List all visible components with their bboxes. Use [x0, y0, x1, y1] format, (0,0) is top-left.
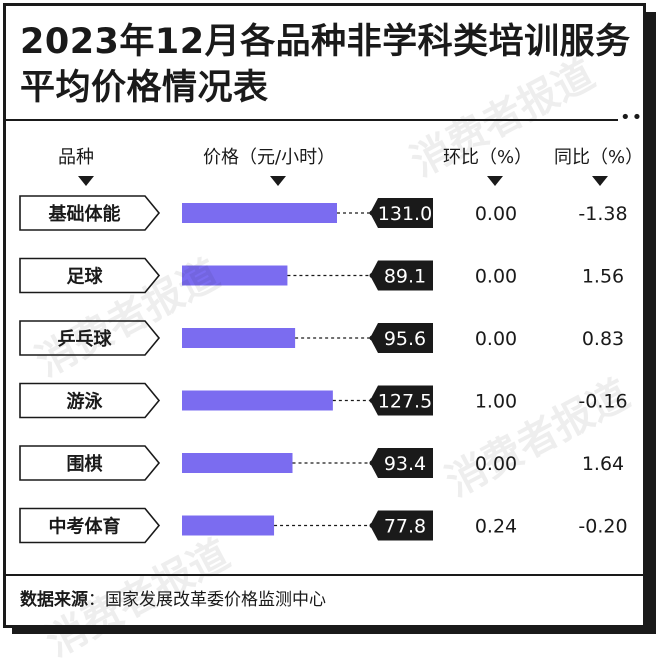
- price-down-triangle-icon: [270, 176, 286, 186]
- price-bar: [182, 203, 337, 223]
- data-source-text: 国家发展改革委价格监测中心: [105, 590, 326, 610]
- price-value-tag: [370, 198, 433, 228]
- mom-value: 0.00: [475, 203, 517, 225]
- yoy-value: -0.20: [578, 516, 627, 538]
- category-tag: [19, 382, 161, 419]
- category-label: 足球: [67, 267, 104, 288]
- category-down-triangle-icon: [78, 176, 94, 186]
- category-tag: [19, 257, 161, 294]
- mom-value: 0.24: [475, 516, 517, 538]
- price-bar: [182, 328, 296, 348]
- ellipsis-icon: •••: [620, 107, 655, 128]
- price-value-tag: [370, 260, 433, 291]
- price-bar: [182, 453, 293, 473]
- price-value-label: 127.5: [378, 391, 432, 413]
- price-value-tag: [370, 385, 433, 416]
- price-chart: 基础体能 131.0 0.00 -1.38 足球 89.1 0.00 1.56 乒乓球 95.6 0…: [19, 195, 628, 544]
- column-header-mom: 环比（%）: [443, 147, 533, 168]
- price-value-label: 77.8: [384, 516, 426, 538]
- price-bar: [182, 515, 275, 536]
- yoy-value: -1.38: [578, 203, 627, 225]
- chart-title-line-2: 平均价格情况表: [20, 68, 269, 108]
- category-label: 中考体育: [49, 516, 121, 538]
- category-tag: [19, 195, 161, 231]
- price-bar: [182, 265, 288, 286]
- yoy-value: -0.16: [578, 391, 627, 413]
- mom-value: 0.00: [475, 328, 517, 350]
- title-divider: [6, 119, 618, 121]
- price-value-label: 93.4: [384, 453, 426, 475]
- column-header-yoy: 同比（%）: [554, 147, 644, 168]
- category-label: 乒乓球: [58, 329, 113, 350]
- yoy-down-triangle-icon: [592, 176, 608, 186]
- mom-down-triangle-icon: [487, 176, 503, 186]
- price-bar: [182, 390, 333, 411]
- yoy-value: 1.64: [582, 453, 624, 475]
- price-value-tag: [370, 510, 433, 541]
- yoy-value: 1.56: [582, 266, 624, 288]
- data-source-label: 数据来源: [20, 590, 88, 610]
- data-source: 数据来源：国家发展改革委价格监测中心: [20, 589, 326, 611]
- price-value-tag: [370, 323, 433, 353]
- data-source-separator: ：: [88, 590, 105, 610]
- price-value-label: 95.6: [384, 328, 426, 350]
- price-value-label: 131.0: [378, 203, 432, 225]
- price-value-label: 89.1: [384, 266, 426, 288]
- chart-title-line-1: 2023年12月各品种非学科类培训服务: [20, 22, 631, 62]
- category-label: 基础体能: [48, 203, 121, 225]
- chart-card: 2023年12月各品种非学科类培训服务 平均价格情况表 ••• 品种 价格（元/…: [3, 3, 654, 666]
- mom-value: 0.00: [475, 453, 517, 475]
- mom-value: 1.00: [475, 391, 517, 413]
- category-label: 围棋: [67, 453, 103, 475]
- category-tag: [19, 320, 161, 356]
- yoy-value: 0.83: [582, 328, 624, 350]
- mom-value: 0.00: [475, 266, 517, 288]
- column-header-price: 价格（元/小时）: [203, 147, 336, 168]
- price-value-tag: [370, 448, 433, 478]
- category-tag: [19, 507, 161, 544]
- column-header-category: 品种: [58, 147, 94, 168]
- category-tag: [19, 445, 161, 481]
- footer-divider: [6, 574, 643, 576]
- category-label: 游泳: [67, 391, 104, 413]
